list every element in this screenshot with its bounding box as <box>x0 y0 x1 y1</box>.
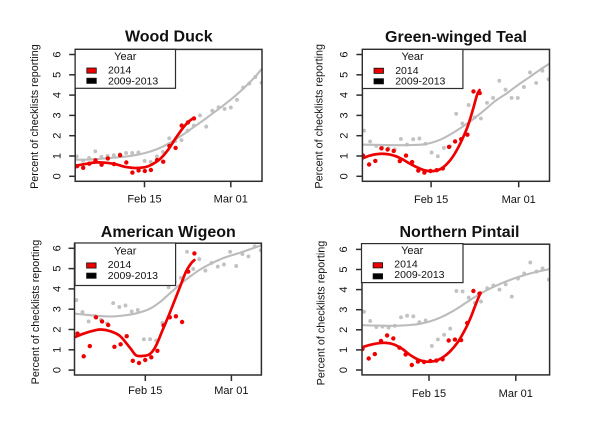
svg-text:Mar 01: Mar 01 <box>502 194 536 206</box>
svg-text:2014: 2014 <box>108 259 132 271</box>
svg-text:3: 3 <box>338 307 350 313</box>
svg-text:2009-2013: 2009-2013 <box>394 269 444 281</box>
svg-text:Percent of checklists reportin: Percent of checklists reporting <box>316 241 328 386</box>
svg-text:6: 6 <box>51 51 63 57</box>
svg-text:1: 1 <box>51 153 63 159</box>
svg-text:Year: Year <box>401 51 424 63</box>
svg-text:Mar 01: Mar 01 <box>214 194 248 206</box>
svg-text:5: 5 <box>338 266 350 272</box>
svg-text:6: 6 <box>52 245 64 251</box>
svg-text:2009-2013: 2009-2013 <box>108 76 158 88</box>
svg-text:0: 0 <box>338 367 350 373</box>
svg-text:2: 2 <box>338 327 350 333</box>
svg-text:1: 1 <box>338 153 350 159</box>
svg-text:Percent of checklists reportin: Percent of checklists reporting <box>30 240 42 385</box>
svg-text:5: 5 <box>51 72 63 78</box>
svg-text:0: 0 <box>52 367 64 373</box>
svg-text:4: 4 <box>338 287 350 293</box>
svg-text:4: 4 <box>51 92 63 98</box>
svg-text:Year: Year <box>401 245 424 257</box>
svg-text:1: 1 <box>338 347 350 353</box>
svg-text:Feb 15: Feb 15 <box>412 388 446 400</box>
svg-text:Percent of checklists reportin: Percent of checklists reporting <box>313 44 325 189</box>
svg-text:4: 4 <box>52 286 64 292</box>
svg-text:4: 4 <box>338 92 350 98</box>
svg-text:2009-2013: 2009-2013 <box>108 270 158 282</box>
svg-text:2009-2013: 2009-2013 <box>395 76 445 88</box>
svg-text:2: 2 <box>52 326 64 332</box>
svg-text:2014: 2014 <box>108 65 132 77</box>
svg-text:0: 0 <box>51 173 63 179</box>
svg-text:American Wigeon: American Wigeon <box>101 224 236 241</box>
svg-text:Year: Year <box>114 245 137 257</box>
svg-text:2014: 2014 <box>395 65 419 77</box>
svg-text:Green-winged Teal: Green-winged Teal <box>385 29 527 46</box>
svg-text:2014: 2014 <box>394 259 418 271</box>
svg-text:6: 6 <box>338 246 350 252</box>
svg-text:5: 5 <box>52 266 64 272</box>
svg-text:Northern Pintail: Northern Pintail <box>399 224 519 241</box>
svg-text:3: 3 <box>51 112 63 118</box>
svg-text:Mar 01: Mar 01 <box>499 388 533 400</box>
svg-text:3: 3 <box>338 112 350 118</box>
svg-text:Year: Year <box>114 51 137 63</box>
svg-text:5: 5 <box>338 72 350 78</box>
svg-text:6: 6 <box>338 51 350 57</box>
svg-text:Wood Duck: Wood Duck <box>125 29 213 46</box>
svg-text:0: 0 <box>338 173 350 179</box>
svg-text:Feb 15: Feb 15 <box>128 385 162 397</box>
svg-text:1: 1 <box>52 347 64 353</box>
svg-text:Percent of checklists reportin: Percent of checklists reporting <box>29 44 41 189</box>
svg-text:Feb 15: Feb 15 <box>127 194 161 206</box>
svg-text:Mar 01: Mar 01 <box>214 385 248 397</box>
svg-text:3: 3 <box>52 306 64 312</box>
svg-text:Feb 15: Feb 15 <box>414 194 448 206</box>
svg-text:2: 2 <box>51 133 63 139</box>
svg-text:2: 2 <box>338 133 350 139</box>
